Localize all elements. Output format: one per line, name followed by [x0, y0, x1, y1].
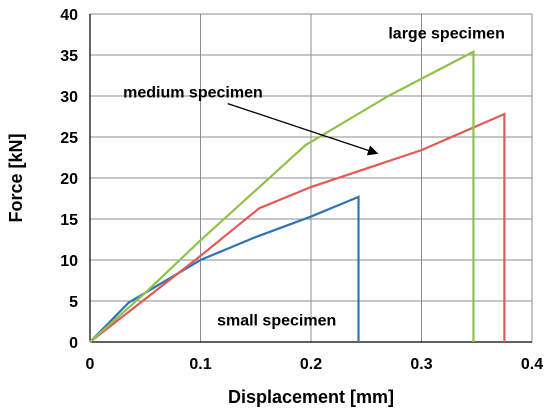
x-tick-label: 0.3: [410, 356, 432, 373]
y-axis-title: Force [kN]: [6, 133, 26, 222]
annotation-large-specimen: large specimen: [388, 26, 505, 43]
y-tick-label: 0: [69, 335, 78, 352]
series-line-large-specimen: [89, 49, 475, 343]
series-lines: [89, 49, 506, 343]
x-tick-label: 0.1: [189, 356, 211, 373]
annotation-medium-specimen: medium specimen: [123, 85, 263, 102]
y-tick-label: 20: [60, 171, 78, 188]
y-tick-label: 30: [60, 89, 78, 106]
x-tick-label: 0: [86, 356, 95, 373]
grid: [89, 13, 533, 343]
series-line-small-specimen: [89, 195, 360, 343]
y-tick-label: 10: [60, 253, 78, 270]
y-tick-label: 5: [69, 294, 78, 311]
annotations: large specimen medium specimen small speci…: [123, 26, 505, 330]
y-tick-label: 40: [60, 7, 78, 24]
annotation-arrow: [227, 103, 379, 156]
x-axis-title: Displacement [mm]: [228, 387, 394, 407]
annotation-small-specimen: small specimen: [217, 313, 336, 330]
y-tick-label: 35: [60, 48, 78, 65]
x-tick-label: 0.4: [521, 356, 543, 373]
axes: 0 5 10 15 20 25 30 35 40 0 0.1 0.2 0.3 0.4: [60, 7, 543, 373]
x-tick-label: 0.2: [300, 356, 322, 373]
y-tick-label: 25: [60, 130, 78, 147]
series-line-medium-specimen: [89, 112, 506, 343]
y-tick-label: 15: [60, 212, 78, 229]
